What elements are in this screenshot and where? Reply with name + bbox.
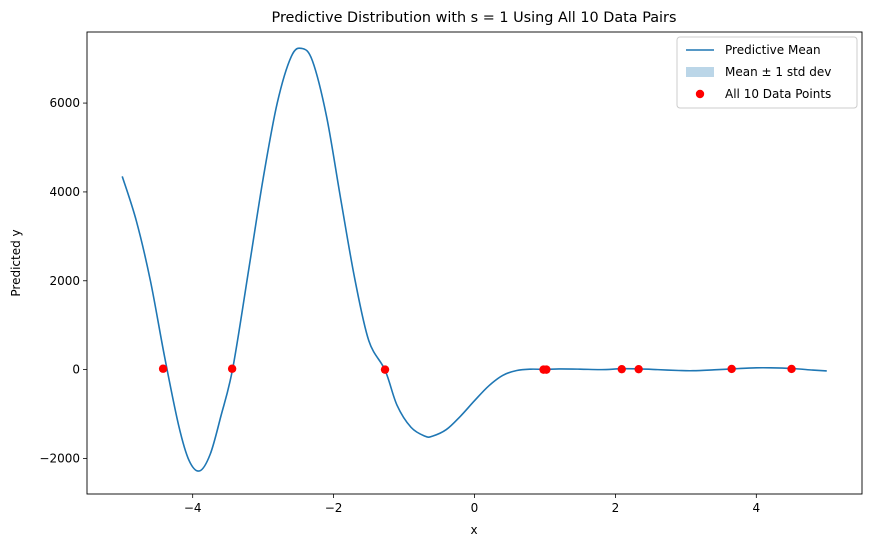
y-axis-label: Predicted y [9, 229, 23, 296]
legend-label: Predictive Mean [725, 43, 821, 57]
data-point [542, 365, 551, 374]
legend-band-swatch [686, 67, 714, 77]
axis-ticks: −4 −2 0 2 4 −2000 0 2000 4000 6000 [39, 96, 760, 515]
predictive-mean-line [121, 47, 827, 472]
legend-marker-swatch [695, 89, 705, 99]
x-tick-label: −2 [325, 501, 343, 515]
y-tick-label: 4000 [49, 185, 80, 199]
x-axis-label: x [470, 523, 477, 537]
data-point [227, 364, 237, 373]
data-point [617, 364, 626, 374]
legend-box [676, 36, 858, 109]
x-tick-label: 0 [471, 501, 479, 515]
x-tick-label: 2 [612, 501, 620, 515]
legend-label: Mean ± 1 std dev [725, 65, 831, 79]
y-tick-label: −2000 [39, 451, 80, 465]
y-tick-label: 2000 [49, 274, 80, 288]
y-tick-label: 6000 [49, 96, 80, 110]
data-point [380, 365, 390, 374]
chart-marks [121, 47, 827, 472]
x-tick-label: −4 [184, 501, 202, 515]
data-point [634, 364, 643, 374]
data-point [787, 364, 796, 374]
legend-label: All 10 Data Points [725, 87, 831, 101]
data-point [727, 364, 736, 374]
legend: Predictive Mean Mean ± 1 std dev All 10 Da… [676, 36, 858, 109]
x-tick-label: 4 [752, 501, 760, 515]
y-tick-label: 0 [72, 363, 80, 377]
chart-title: Predictive Distribution with s = 1 Using… [272, 10, 677, 26]
data-point [158, 364, 168, 373]
